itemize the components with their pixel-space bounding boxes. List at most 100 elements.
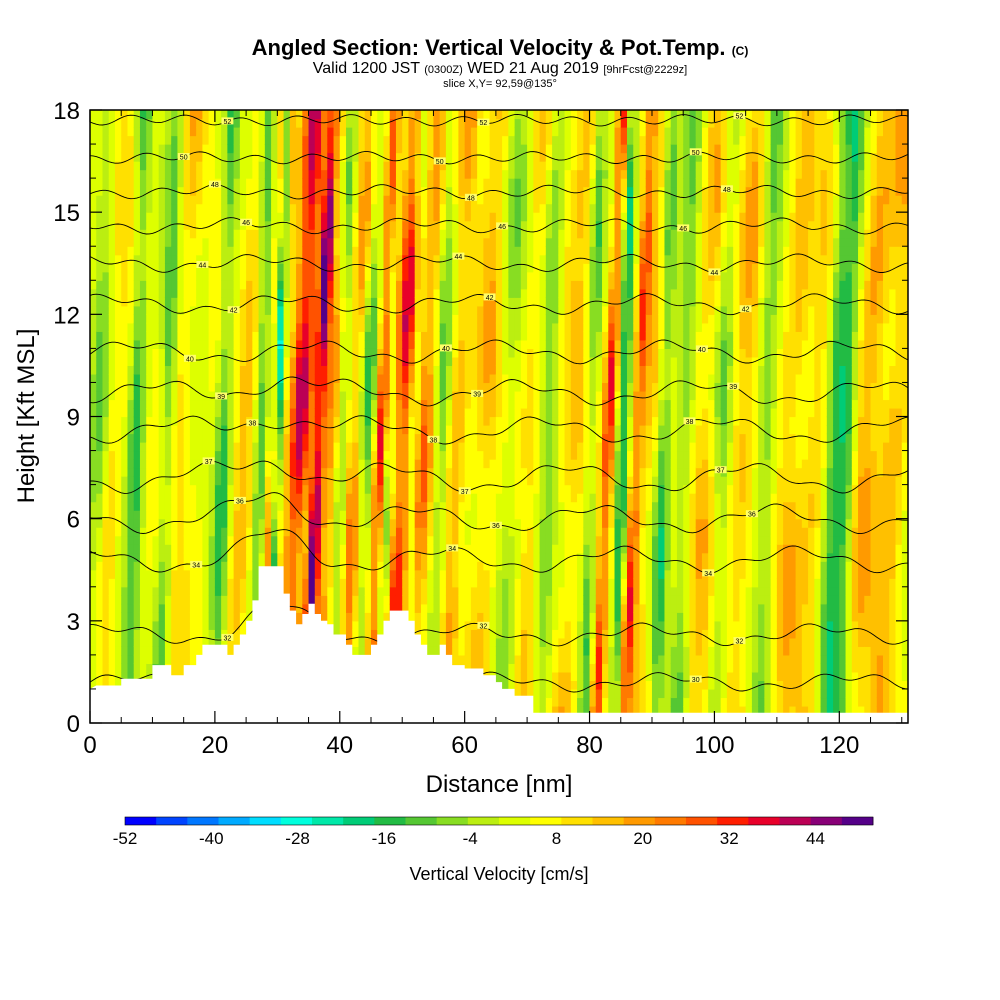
velocity-cell <box>470 356 478 367</box>
velocity-cell <box>389 152 397 162</box>
velocity-cell <box>427 484 435 494</box>
velocity-cell <box>302 527 310 537</box>
velocity-cell <box>127 144 135 154</box>
velocity-cell <box>246 246 253 256</box>
velocity-cell <box>139 535 147 545</box>
velocity-cell <box>177 135 185 145</box>
velocity-cell <box>102 399 110 409</box>
velocity-cell <box>445 280 453 290</box>
velocity-cell <box>395 561 403 571</box>
velocity-cell <box>108 212 116 222</box>
velocity-cell <box>264 305 272 315</box>
velocity-cell <box>321 476 328 486</box>
velocity-cell <box>458 476 466 486</box>
velocity-cell <box>321 305 328 315</box>
velocity-cell <box>314 186 322 196</box>
velocity-cell <box>133 229 141 239</box>
velocity-cell <box>227 459 235 469</box>
velocity-cell <box>389 110 397 120</box>
velocity-cell <box>502 186 509 196</box>
velocity-cell <box>377 195 385 205</box>
velocity-cell <box>264 186 272 196</box>
velocity-cell <box>102 646 110 656</box>
velocity-cell <box>289 178 297 188</box>
velocity-cell <box>402 569 410 579</box>
velocity-cell <box>102 518 110 528</box>
velocity-cell <box>427 527 435 537</box>
velocity-cell <box>321 314 328 324</box>
velocity-cell <box>364 510 372 520</box>
velocity-cell <box>370 110 378 120</box>
velocity-cell <box>277 144 285 154</box>
velocity-cell <box>221 552 228 562</box>
velocity-cell <box>296 339 303 349</box>
velocity-cell <box>252 586 260 596</box>
velocity-cell <box>302 229 310 239</box>
velocity-cell <box>171 484 179 494</box>
velocity-cell <box>427 595 435 605</box>
velocity-cell <box>352 390 360 401</box>
velocity-cell <box>302 450 310 460</box>
velocity-cell <box>339 169 347 179</box>
velocity-cell <box>308 331 316 341</box>
velocity-cell <box>90 339 97 349</box>
velocity-cell <box>164 331 172 341</box>
velocity-cell <box>146 603 154 613</box>
velocity-cell <box>420 127 428 137</box>
velocity-cell <box>102 671 110 682</box>
velocity-cell <box>514 331 522 341</box>
velocity-cell <box>445 390 453 401</box>
velocity-cell <box>477 365 484 375</box>
velocity-cell <box>389 229 397 239</box>
velocity-cell <box>370 620 378 630</box>
velocity-cell <box>389 399 397 409</box>
velocity-cell <box>339 416 347 426</box>
velocity-cell <box>246 569 253 579</box>
velocity-cell <box>171 322 179 332</box>
velocity-cell <box>164 629 172 639</box>
velocity-cell <box>477 135 484 145</box>
velocity-cell <box>208 322 216 332</box>
velocity-cell <box>246 501 253 511</box>
velocity-cell <box>246 382 253 392</box>
velocity-cell <box>264 118 272 128</box>
velocity-cell <box>470 484 478 494</box>
velocity-cell <box>477 518 484 528</box>
velocity-cell <box>183 254 191 264</box>
velocity-cell <box>358 442 366 452</box>
velocity-cell <box>370 212 378 222</box>
velocity-cell <box>96 527 104 537</box>
velocity-cell <box>508 314 516 324</box>
velocity-cell <box>189 186 197 196</box>
velocity-cell <box>152 288 160 298</box>
velocity-cell <box>296 246 303 256</box>
velocity-cell <box>339 356 347 367</box>
velocity-cell <box>308 382 316 392</box>
velocity-cell <box>414 356 422 367</box>
velocity-cell <box>264 356 272 367</box>
velocity-cell <box>464 407 472 418</box>
velocity-cell <box>258 314 266 324</box>
velocity-cell <box>408 254 416 264</box>
velocity-cell <box>508 510 516 520</box>
velocity-cell <box>389 263 397 273</box>
velocity-cell <box>196 314 203 324</box>
velocity-cell <box>464 203 472 213</box>
velocity-cell <box>427 544 435 554</box>
velocity-cell <box>252 484 260 494</box>
velocity-cell <box>489 459 497 469</box>
velocity-cell <box>477 476 484 486</box>
velocity-cell <box>214 569 222 579</box>
velocity-cell <box>327 263 335 273</box>
velocity-cell <box>389 407 397 418</box>
velocity-cell <box>452 552 460 562</box>
velocity-cell <box>158 348 166 358</box>
velocity-cell <box>308 271 316 281</box>
velocity-cell <box>252 561 260 571</box>
velocity-cell <box>108 561 116 571</box>
velocity-cell <box>427 459 435 469</box>
velocity-cell <box>177 484 185 494</box>
velocity-cell <box>202 578 210 588</box>
velocity-cell <box>508 186 516 196</box>
velocity-cell <box>289 195 297 205</box>
